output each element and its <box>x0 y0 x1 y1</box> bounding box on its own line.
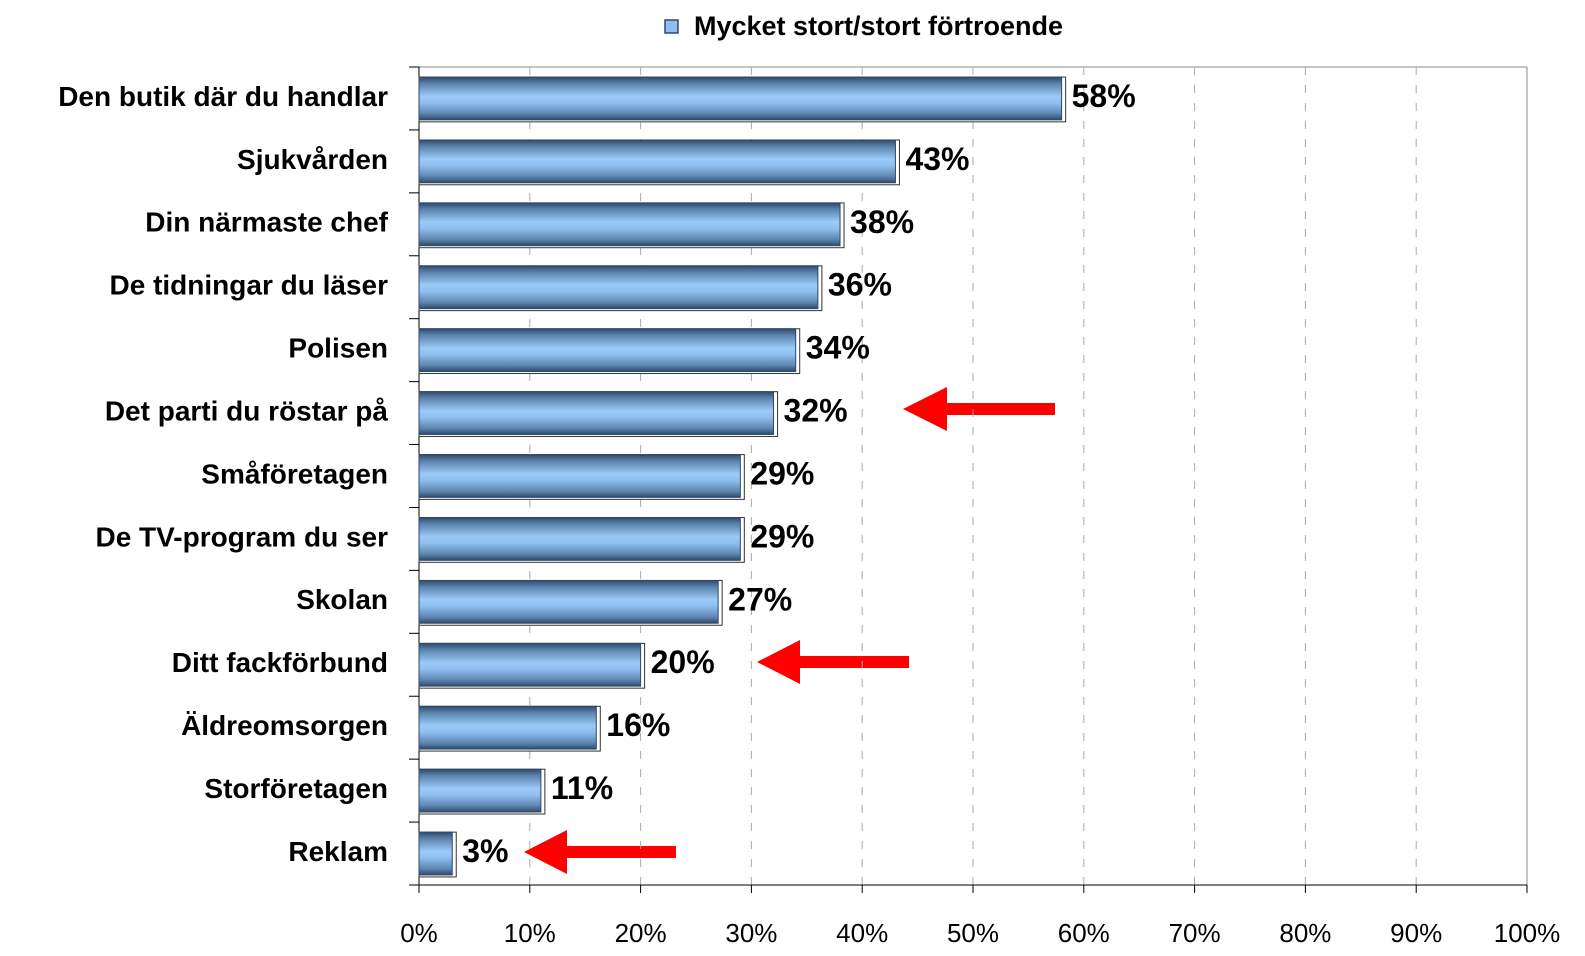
x-tick-label: 0% <box>400 918 438 948</box>
bar <box>418 328 797 373</box>
data-label: 29% <box>750 455 814 491</box>
arrow <box>903 387 1055 431</box>
x-tick-label: 100% <box>1494 918 1561 948</box>
data-label: 58% <box>1072 78 1136 114</box>
data-label: 20% <box>651 644 715 680</box>
data-label: 29% <box>750 518 814 554</box>
bar <box>418 642 642 687</box>
data-label: 38% <box>850 204 914 240</box>
x-tick-label: 60% <box>1058 918 1110 948</box>
y-tick-label: Den butik där du handlar <box>58 81 388 112</box>
y-tick-label: Skolan <box>296 584 388 615</box>
y-tick-label: Reklam <box>288 836 388 867</box>
bar <box>418 454 741 498</box>
y-tick-label: Ditt fackförbund <box>172 647 388 678</box>
y-tick-label: De tidningar du läser <box>110 270 389 301</box>
x-tick-label: 30% <box>725 918 777 948</box>
bar <box>418 391 775 435</box>
arrow <box>757 640 909 684</box>
data-label: 36% <box>828 267 892 303</box>
bar <box>418 202 841 247</box>
legend-swatch <box>664 19 679 34</box>
x-tick-label: 10% <box>504 918 556 948</box>
data-label: 34% <box>806 330 870 366</box>
bar <box>418 831 453 876</box>
bar <box>418 265 819 310</box>
bar <box>418 517 741 561</box>
data-label: 16% <box>606 707 670 743</box>
legend-label: Mycket stort/stort förtroende <box>694 11 1063 41</box>
y-tick-label: Äldreomsorgen <box>181 710 388 741</box>
annotation-arrows <box>524 387 1055 874</box>
x-tick-label: 70% <box>1169 918 1221 948</box>
bar <box>418 76 1063 121</box>
data-label: 27% <box>728 581 792 617</box>
x-tick-label: 40% <box>836 918 888 948</box>
bar <box>418 768 542 813</box>
y-tick-label: Din närmaste chef <box>145 207 388 238</box>
y-tick-label: Det parti du röstar på <box>105 395 389 426</box>
y-tick-label: Storföretagen <box>204 773 388 804</box>
y-tick-label: Sjukvården <box>237 144 388 175</box>
y-tick-label: Polisen <box>288 333 388 364</box>
bar <box>418 705 597 750</box>
data-label: 43% <box>905 141 969 177</box>
data-label: 3% <box>462 833 508 869</box>
x-tick-label: 80% <box>1279 918 1331 948</box>
x-tick-label: 20% <box>615 918 667 948</box>
y-tick-label: De TV-program du ser <box>95 521 388 552</box>
data-label: 11% <box>551 770 613 806</box>
x-tick-label: 90% <box>1390 918 1442 948</box>
x-tick-label: 50% <box>947 918 999 948</box>
data-label: 32% <box>784 393 848 429</box>
bar <box>418 139 896 184</box>
arrow <box>524 830 676 874</box>
bar <box>418 579 719 624</box>
y-tick-label: Småföretagen <box>201 458 388 489</box>
